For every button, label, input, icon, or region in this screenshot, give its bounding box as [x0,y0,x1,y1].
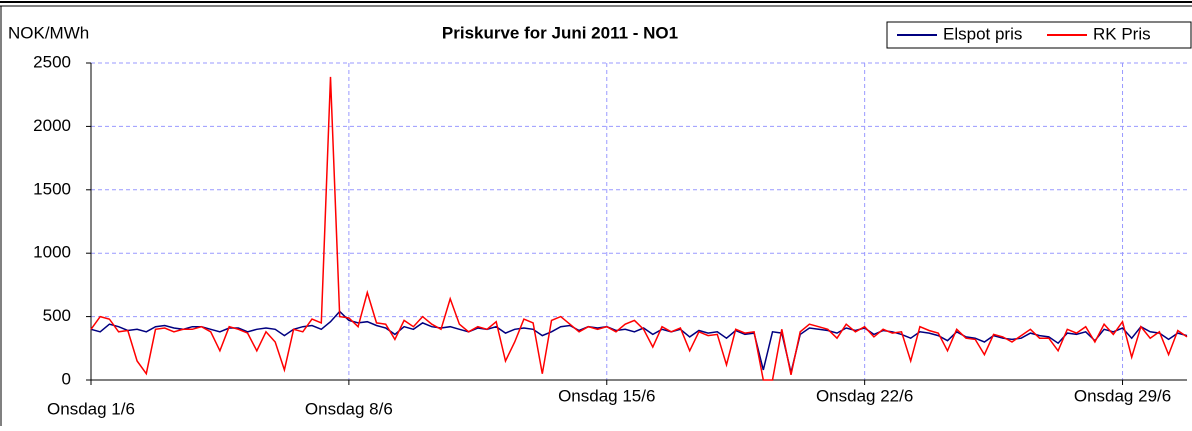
y-tick-label: 1500 [33,179,71,198]
y-axis-label: NOK/MWh [8,23,89,42]
legend-label: Elspot pris [943,24,1022,43]
y-tick-label: 2000 [33,116,71,135]
y-tick-label: 2500 [33,52,71,71]
chart-title: Priskurve for Juni 2011 - NO1 [442,23,678,42]
series-line [90,76,1188,381]
y-tick-label: 1000 [33,243,71,262]
x-tick-label: Onsdag 22/6 [816,386,913,405]
x-tick-label: Onsdag 8/6 [305,399,393,418]
legend [886,21,1192,49]
x-tick-label: Onsdag 29/6 [1074,386,1171,405]
legend-label: RK Pris [1093,24,1151,43]
y-tick-label: 500 [43,306,71,325]
y-tick-label: 0 [62,369,71,388]
x-tick-label: Onsdag 15/6 [558,386,655,405]
x-tick-label: Onsdag 1/6 [47,399,135,418]
